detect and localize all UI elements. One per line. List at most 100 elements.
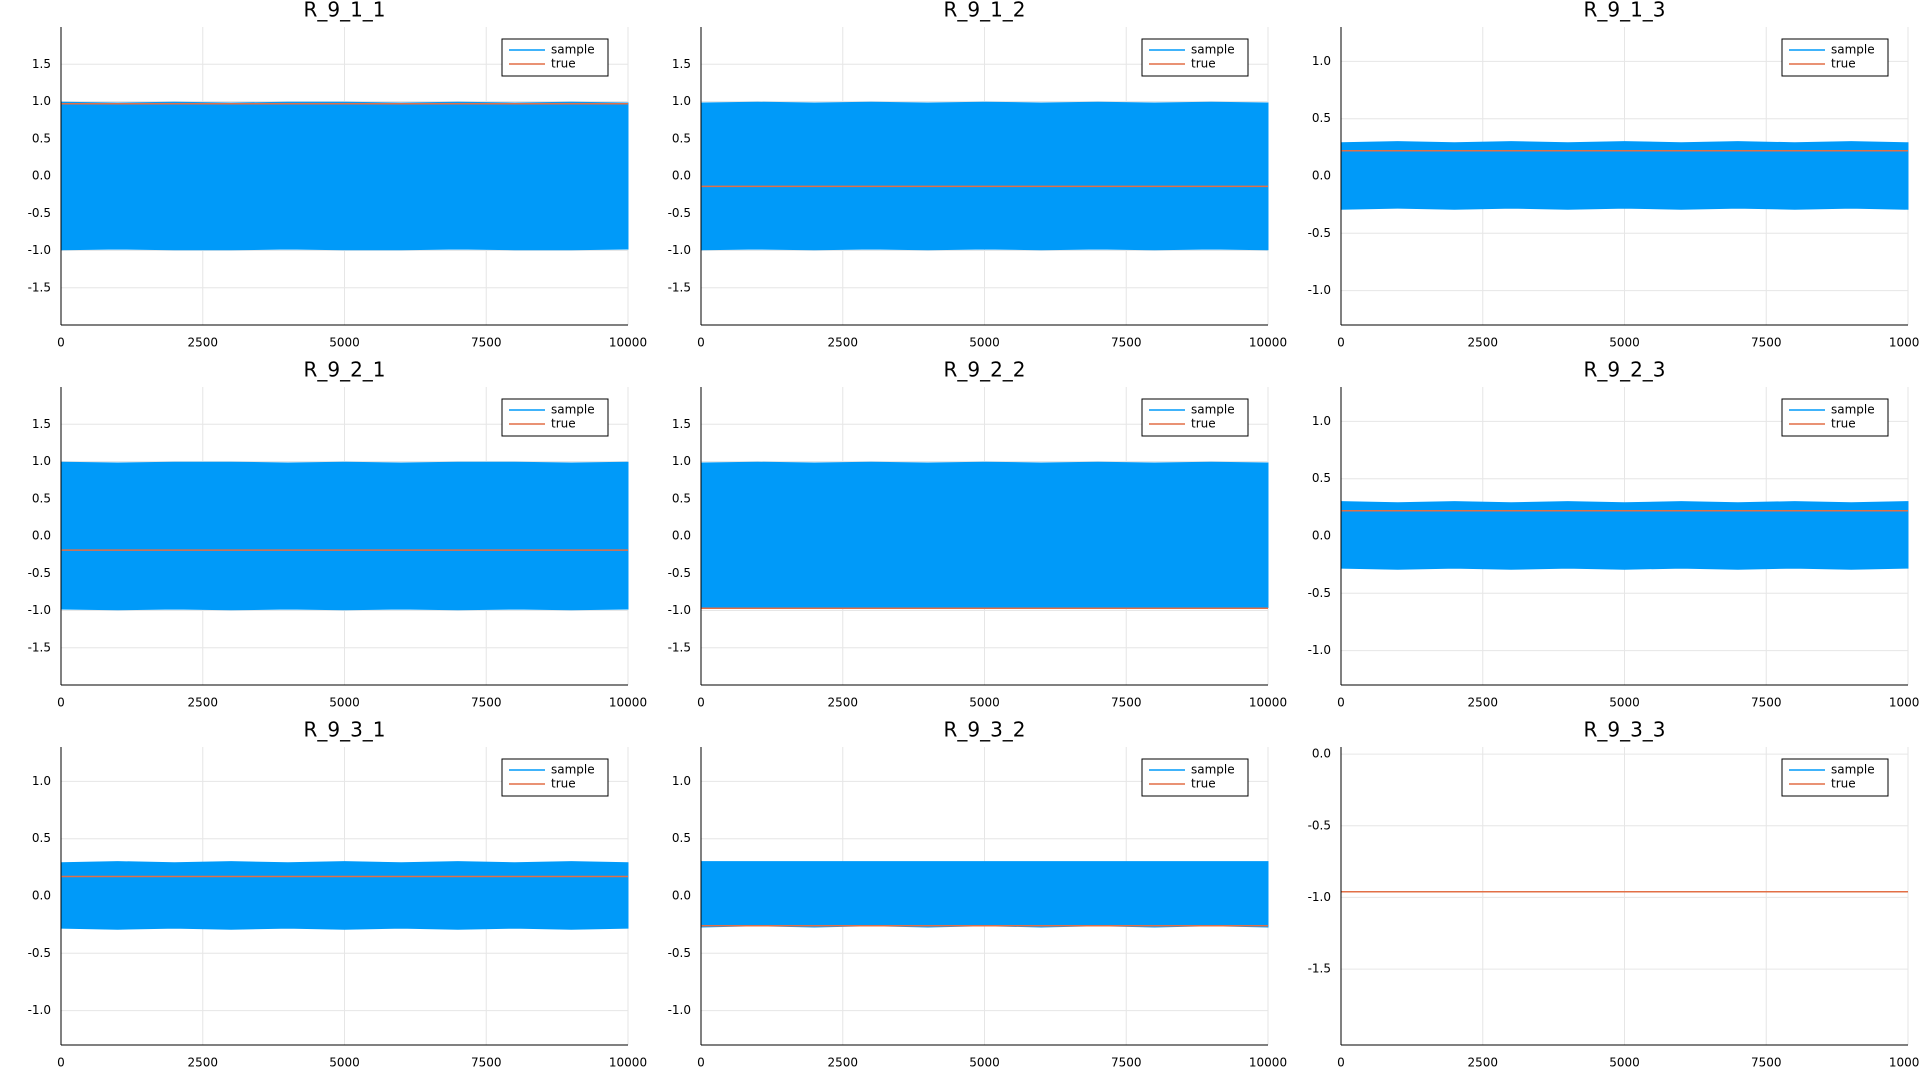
chart-title: R_9_3_3	[1583, 718, 1665, 742]
y-tick-label: -0.5	[1308, 586, 1331, 600]
legend-label: sample	[1831, 43, 1875, 57]
x-tick-label: 2500	[1467, 1056, 1498, 1070]
chart-title: R_9_1_1	[303, 0, 385, 22]
x-tick-label: 5000	[329, 1056, 360, 1070]
y-tick-label: 0.0	[32, 169, 51, 183]
sample-band	[700, 861, 1269, 928]
y-tick-label: 1.0	[672, 774, 691, 788]
y-tick-label: 1.0	[32, 94, 51, 108]
legend-label: true	[1831, 57, 1856, 71]
legend-label: true	[551, 417, 576, 431]
y-tick-label: -1.0	[668, 603, 691, 617]
y-tick-label: 0.0	[672, 169, 691, 183]
legend-box	[1781, 398, 1889, 437]
x-tick-label: 5000	[329, 336, 360, 350]
chart-title: R_9_3_1	[303, 718, 385, 742]
x-tick-label: 10000	[609, 1056, 647, 1070]
y-tick-label: 0.0	[672, 889, 691, 903]
x-tick-label: 5000	[969, 336, 1000, 350]
x-tick-label: 0	[697, 1056, 705, 1070]
sample-band	[700, 461, 1269, 609]
x-tick-label: 2500	[827, 696, 858, 710]
y-tick-label: -1.0	[28, 243, 51, 257]
chart-title: R_9_2_3	[1583, 358, 1665, 382]
x-tick-label: 5000	[969, 1056, 1000, 1070]
legend-box	[1141, 38, 1249, 77]
x-tick-label: 2500	[1467, 336, 1498, 350]
y-tick-label: 1.0	[672, 454, 691, 468]
x-tick-label: 10000	[1249, 696, 1287, 710]
legend-box	[501, 758, 609, 797]
chart-title: R_9_1_3	[1583, 0, 1665, 22]
y-tick-label: 1.0	[1312, 414, 1331, 428]
y-tick-label: 0.5	[32, 131, 51, 145]
y-tick-label: -1.5	[668, 640, 691, 654]
x-tick-label: 10000	[1889, 1056, 1920, 1070]
legend-label: sample	[551, 43, 595, 57]
y-tick-label: -1.0	[28, 603, 51, 617]
y-tick-label: -0.5	[28, 946, 51, 960]
y-tick-label: 1.0	[32, 774, 51, 788]
y-tick-label: -1.0	[1308, 643, 1331, 657]
y-tick-label: 1.5	[32, 57, 51, 71]
x-tick-label: 7500	[471, 336, 502, 350]
x-tick-label: 7500	[471, 696, 502, 710]
y-tick-label: 1.5	[32, 417, 51, 431]
x-tick-label: 10000	[1889, 696, 1920, 710]
y-tick-label: 0.0	[672, 529, 691, 543]
x-tick-label: 0	[57, 696, 65, 710]
y-tick-label: -0.5	[28, 566, 51, 580]
y-tick-label: -0.5	[1308, 818, 1331, 832]
y-tick-label: -1.0	[668, 243, 691, 257]
legend-label: sample	[1191, 43, 1235, 57]
chart-title: R_9_1_2	[943, 0, 1025, 22]
y-tick-label: -0.5	[668, 566, 691, 580]
x-tick-label: 0	[697, 696, 705, 710]
x-tick-label: 2500	[827, 336, 858, 350]
y-tick-label: 1.0	[32, 454, 51, 468]
legend-label: sample	[551, 403, 595, 417]
x-tick-label: 7500	[1751, 696, 1782, 710]
legend-label: sample	[551, 763, 595, 777]
x-tick-label: 7500	[471, 1056, 502, 1070]
legend-label: true	[1831, 777, 1856, 791]
legend-box	[1781, 38, 1889, 77]
legend-label: true	[1191, 417, 1216, 431]
sample-band	[700, 101, 1269, 251]
legend-label: sample	[1831, 763, 1875, 777]
x-tick-label: 5000	[1609, 336, 1640, 350]
y-tick-label: 1.0	[672, 94, 691, 108]
legend-box	[1141, 758, 1249, 797]
x-tick-label: 7500	[1111, 1056, 1142, 1070]
x-tick-label: 2500	[187, 1056, 218, 1070]
legend-box	[1141, 398, 1249, 437]
y-tick-label: 0.0	[32, 889, 51, 903]
chart-title: R_9_3_2	[943, 718, 1025, 742]
legend-label: sample	[1191, 763, 1235, 777]
legend-label: sample	[1831, 403, 1875, 417]
legend-label: true	[1191, 777, 1216, 791]
x-tick-label: 10000	[609, 336, 647, 350]
y-tick-label: -1.5	[1308, 962, 1331, 976]
y-tick-label: -0.5	[668, 946, 691, 960]
x-tick-label: 0	[697, 336, 705, 350]
y-tick-label: 0.5	[672, 831, 691, 845]
y-tick-label: -1.0	[1308, 890, 1331, 904]
sample-band	[60, 861, 629, 930]
y-tick-label: 0.0	[32, 529, 51, 543]
legend-label: sample	[1191, 403, 1235, 417]
x-tick-label: 2500	[827, 1056, 858, 1070]
y-tick-label: 0.5	[672, 131, 691, 145]
x-tick-label: 7500	[1111, 696, 1142, 710]
x-tick-label: 0	[1337, 1056, 1345, 1070]
y-tick-label: -1.0	[1308, 283, 1331, 297]
sample-band	[1340, 141, 1909, 210]
y-tick-label: -1.5	[668, 280, 691, 294]
x-tick-label: 7500	[1751, 1056, 1782, 1070]
x-tick-label: 0	[57, 1056, 65, 1070]
chart-title: R_9_2_1	[303, 358, 385, 382]
legend-label: true	[551, 777, 576, 791]
x-tick-label: 7500	[1751, 336, 1782, 350]
